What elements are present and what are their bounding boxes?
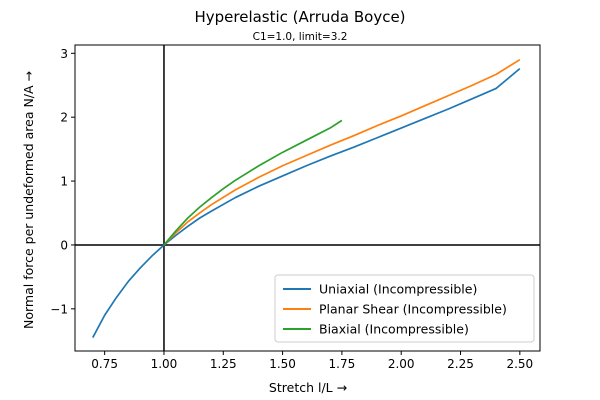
y-tick-label: −1 [50,302,68,316]
x-tick-label: 1.50 [269,357,296,371]
series-line-biaxial [163,119,343,246]
legend-label-planar-shear: Planar Shear (Incompressible) [319,302,507,317]
x-tick-label: 1.25 [210,357,237,371]
y-tick-label: 3 [60,47,68,61]
chart-subtitle: C1=1.0, limit=3.2 [253,31,348,43]
legend-label-uniaxial: Uniaxial (Incompressible) [319,282,477,297]
reference-lines [75,45,540,351]
x-tick-label: 1.75 [329,357,356,371]
x-tick-label: 2.50 [506,357,533,371]
axis-ticks: 0.75 1.00 1.25 1.50 1.75 2.00 2.25 2.50 −1 0 1 2 3 [50,47,533,371]
x-tick-label: 1.00 [151,357,178,371]
series-line-planar-shear [163,58,521,246]
legend: Uniaxial (Incompressible) Planar Shear (… [274,274,535,343]
chart-title: Hyperelastic (Arruda Boyce) [194,8,405,26]
legend-label-biaxial: Biaxial (Incompressible) [319,322,469,337]
y-tick-label: 2 [60,111,68,125]
series-line-uniaxial [92,67,521,338]
y-axis-label: Normal force per undeformed area N/A → [21,71,36,329]
x-tick-label: 2.25 [447,357,474,371]
y-tick-label: 0 [60,238,68,252]
x-tick-label: 2.00 [388,357,415,371]
x-axis-label: Stretch l/L → [269,380,347,395]
plot-frame [74,44,541,352]
y-tick-label: 1 [60,175,68,189]
legend-box [274,274,535,343]
series-layer [92,58,521,338]
x-tick-label: 0.75 [91,357,118,371]
